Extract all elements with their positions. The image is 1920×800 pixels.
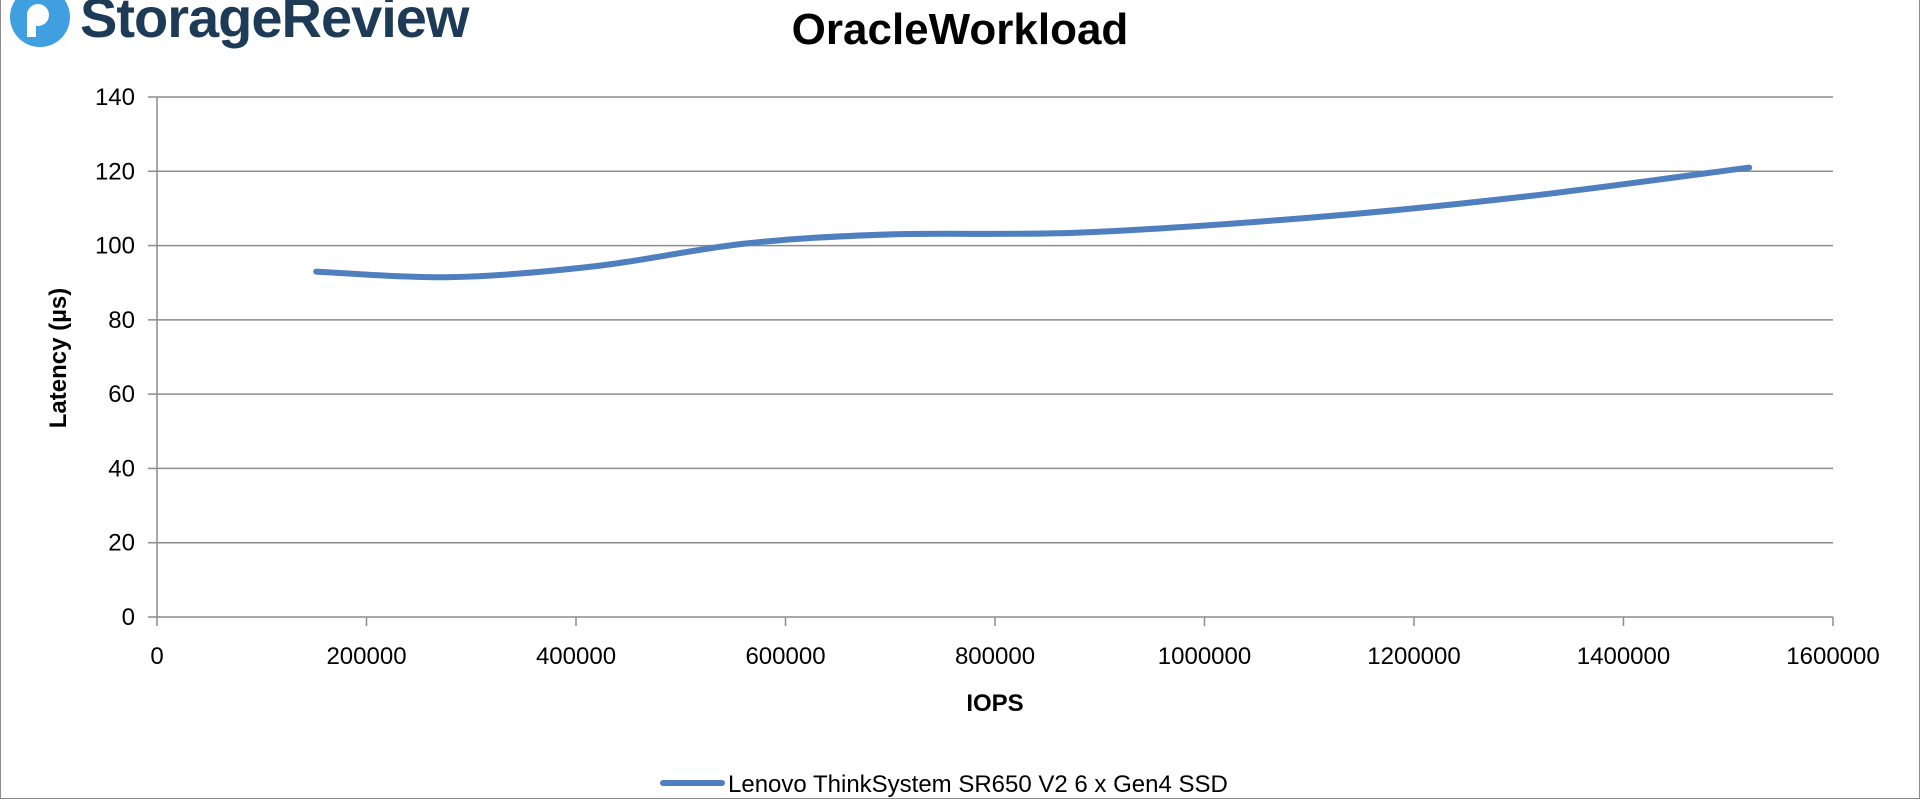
x-tick-label: 600000 [745, 643, 825, 670]
x-tick-label: 800000 [955, 643, 1035, 670]
series-line [313, 164, 1753, 281]
y-tick-label: 140 [95, 84, 135, 111]
y-tick-label: 60 [108, 381, 135, 408]
legend[interactable]: Lenovo ThinkSystem SR650 V2 6 x Gen4 SSD [660, 771, 1228, 798]
y-tick-label: 20 [108, 530, 135, 557]
legend-label: Lenovo ThinkSystem SR650 V2 6 x Gen4 SSD [728, 771, 1228, 798]
x-tick-label: 1200000 [1367, 643, 1460, 670]
x-tick-label: 1400000 [1577, 643, 1670, 670]
x-tick-label: 200000 [326, 643, 406, 670]
y-axis-title: Latency (µs) [45, 288, 72, 429]
x-tick-label: 1600000 [1786, 643, 1879, 670]
logo-text: StorageReview [80, 0, 469, 49]
y-tick-label: 120 [95, 158, 135, 185]
x-tick-label: 1000000 [1158, 643, 1251, 670]
chart-title: OracleWorkload [792, 5, 1129, 54]
y-tick-label: 100 [95, 233, 135, 260]
y-axis-tick-labels: 0 20 40 60 80 100 120 140 [95, 84, 135, 631]
y-tick-label: 40 [108, 455, 135, 482]
y-tick-label: 80 [108, 307, 135, 334]
x-tick-label: 0 [150, 643, 163, 670]
x-axis-title: IOPS [966, 690, 1023, 717]
storagereview-logo-icon [10, 0, 70, 47]
gridlines [148, 96, 1833, 618]
storagereview-logo: StorageReview [8, 0, 469, 52]
y-tick-label: 0 [122, 604, 135, 631]
axes [156, 97, 1834, 626]
x-axis-tick-labels: 0 200000 400000 600000 800000 1000000 1200000 1… [150, 643, 1879, 670]
series-layer [313, 164, 1753, 281]
x-tick-label: 400000 [536, 643, 616, 670]
